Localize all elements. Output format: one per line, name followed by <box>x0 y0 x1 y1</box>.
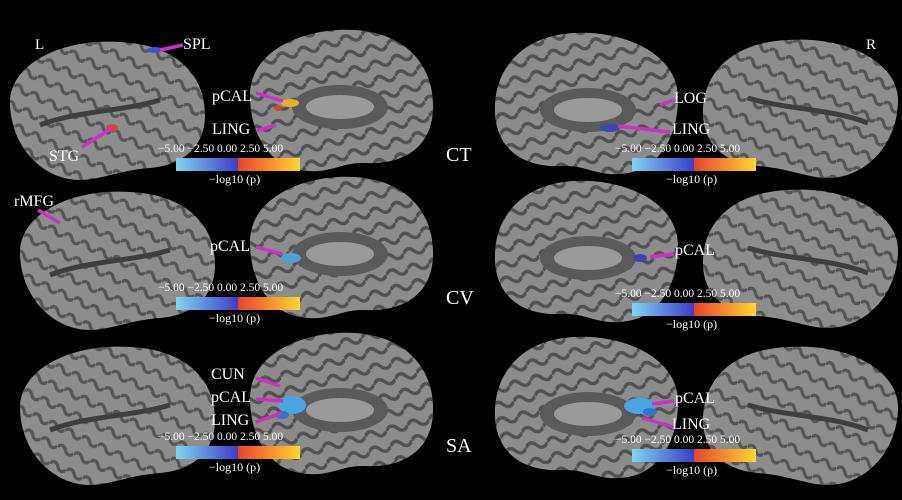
colorbar-gradient <box>632 303 756 316</box>
annotation-arrows <box>37 43 675 429</box>
left-hemisphere-label: L <box>35 37 45 53</box>
colorbar-ticks: −5.00 −2.50 0.00 2.50 5.00 <box>158 143 284 155</box>
region-label-pcal: pCAL <box>212 88 252 105</box>
colorbar-unit: −log10 (p) <box>666 172 718 186</box>
region-label-log: LOG <box>674 90 707 107</box>
row-label-ct: CT <box>446 144 472 166</box>
colorbar-gradient <box>632 449 756 462</box>
colorbar-unit: −log10 (p) <box>209 311 261 325</box>
colorbar-ticks: −5.00 −2.50 0.00 2.50 5.00 <box>158 431 284 443</box>
colorbar-unit: −log10 (p) <box>209 460 261 474</box>
colorbar-ticks: −5.00 −2.50 0.00 2.50 5.00 <box>615 288 741 300</box>
colorbar-gradient <box>176 158 300 171</box>
region-label-stg: STG <box>49 148 80 165</box>
region-label-pcal-sa-right: pCAL <box>675 390 715 407</box>
colorbar-ticks: −5.00 −2.50 0.00 2.50 5.00 <box>615 143 741 155</box>
colorbar-ticks: −5.00 −2.50 0.00 2.50 5.00 <box>615 434 741 446</box>
region-label-pcal-sa-left: pCAL <box>211 389 251 406</box>
brain-sa-right-lateral <box>703 347 898 485</box>
colorbar-gradient <box>632 158 756 171</box>
row-label-sa: SA <box>446 435 472 457</box>
region-label-rmfg: rMFG <box>14 193 55 210</box>
colorbar-gradient <box>176 297 300 310</box>
colorbar-unit: −log10 (p) <box>666 463 718 477</box>
row-label-cv: CV <box>446 287 474 309</box>
region-label-pcal-cv-left: pCAL <box>210 238 250 255</box>
region-label-pcal-cv-right: pCAL <box>675 242 715 259</box>
region-label-ling-sa-left: LING <box>211 412 250 429</box>
brain-sa-left-lateral <box>20 347 215 485</box>
region-label-ling: LING <box>212 121 251 138</box>
region-label-cun: CUN <box>211 366 245 383</box>
region-label-ling-right: LING <box>672 121 711 138</box>
colorbar-unit: −log10 (p) <box>666 317 718 331</box>
colorbar-ticks: −5.00 −2.50 0.00 2.50 5.00 <box>158 282 284 294</box>
colorbar-unit: −log10 (p) <box>209 172 261 186</box>
region-label-ling-sa-right: LING <box>672 416 711 433</box>
region-label-spl: SPL <box>183 36 211 53</box>
right-hemisphere-label: R <box>866 37 877 53</box>
brain-cv-right-medial <box>494 180 678 323</box>
colorbar-gradient <box>176 446 300 459</box>
